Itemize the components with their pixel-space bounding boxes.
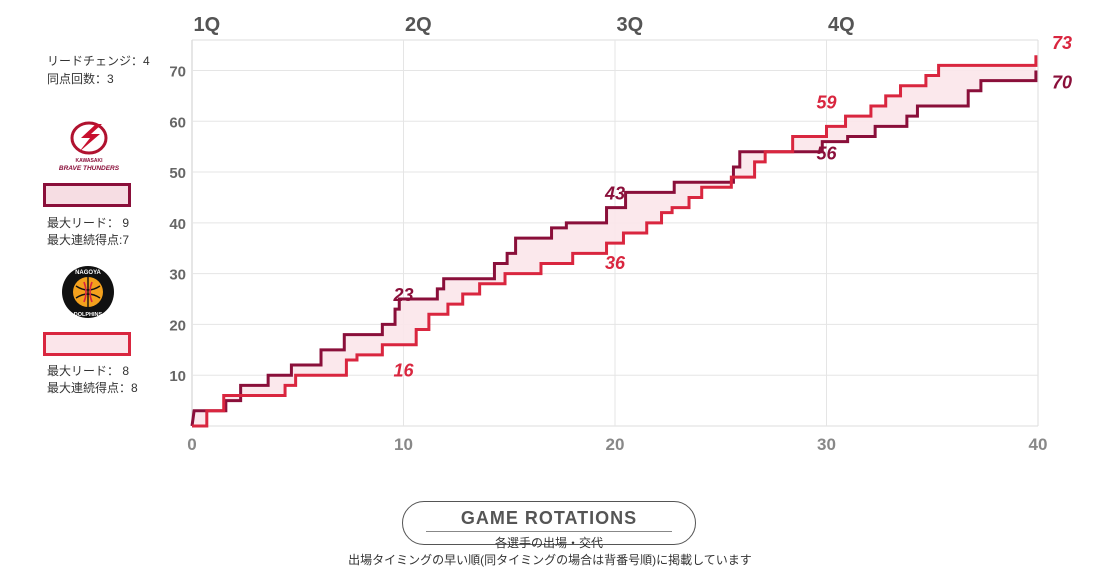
diamond-dolphins-logo: NAGOYA DOLPHINS xyxy=(60,264,116,320)
score-label: 23 xyxy=(392,285,413,305)
quarter-label: 4Q xyxy=(828,14,855,36)
svg-text:NAGOYA: NAGOYA xyxy=(75,270,101,276)
x-tick-label: 40 xyxy=(1029,435,1048,454)
brave-thunders-score-line xyxy=(190,70,1038,427)
score-label: 36 xyxy=(605,253,626,273)
game-rotations-button[interactable]: GAME ROTATIONS 各選手の出場・交代 xyxy=(402,501,696,550)
brave-thunders-max-lead: 最大リード： 9 xyxy=(47,216,130,230)
y-tick-label: 10 xyxy=(169,368,186,385)
diamond-dolphins-max-lead: 最大リード： 8 xyxy=(47,364,130,378)
ties-text: 同点回数：3 xyxy=(47,72,114,86)
quarter-label: 3Q xyxy=(616,14,643,36)
brave-thunders-logo-text: BRAVE THUNDERS xyxy=(59,165,120,172)
x-tick-label: 0 xyxy=(187,435,196,454)
y-tick-label: 50 xyxy=(169,165,186,182)
diamond-dolphins-max-run: 最大連続得点：8 xyxy=(47,381,138,395)
brave-thunders-max-run: 最大連続得点:7 xyxy=(47,233,130,247)
quarter-label: 2Q xyxy=(405,14,432,36)
diamond-dolphins-legend-swatch xyxy=(43,332,131,356)
svg-text:KAWASAKI: KAWASAKI xyxy=(76,158,104,164)
x-tick-label: 30 xyxy=(817,435,836,454)
y-tick-label: 60 xyxy=(169,114,186,131)
labels: 10 20 30 40 50 60 70 0 10 20 30 40 1Q 2Q 3Q 4Q 23 43 56 70 1… xyxy=(169,14,1072,454)
score-label: 43 xyxy=(604,184,625,204)
y-tick-label: 70 xyxy=(169,63,186,80)
rotations-note: 出場タイミングの早い順(同タイミングの場合は背番号順)に掲載しています xyxy=(348,553,752,567)
score-label: 59 xyxy=(816,92,836,112)
lead-area xyxy=(192,55,1036,426)
score-label: 56 xyxy=(816,144,837,164)
game-rotations-divider xyxy=(426,531,672,532)
score-lines xyxy=(190,55,1038,428)
game-rotations-label: GAME ROTATIONS xyxy=(460,508,638,528)
y-tick-label: 30 xyxy=(169,267,186,284)
svg-text:DOLPHINS: DOLPHINS xyxy=(74,312,103,318)
y-tick-label: 20 xyxy=(169,317,186,334)
game-rotations-subtitle: 各選手の出場・交代 xyxy=(494,536,603,550)
x-tick-label: 10 xyxy=(394,435,413,454)
brave-thunders-legend-swatch xyxy=(43,183,131,207)
brave-thunders-logo: KAWASAKI BRAVE THUNDERS xyxy=(54,118,124,174)
quarter-label: 1Q xyxy=(193,14,220,36)
y-tick-label: 40 xyxy=(169,216,186,233)
score-flow-chart: 10 20 30 40 50 60 70 0 10 20 30 40 1Q 2Q 3Q 4Q 23 43 56 70 1… xyxy=(169,14,1072,454)
x-tick-label: 20 xyxy=(606,435,625,454)
lead-changes-text: リードチェンジ：4 xyxy=(47,54,150,68)
score-label: 16 xyxy=(393,361,414,381)
diamond-dolphins-score-line xyxy=(192,55,1038,428)
lead-fill xyxy=(192,55,1036,426)
score-label: 70 xyxy=(1052,72,1072,92)
score-label: 73 xyxy=(1052,33,1072,53)
